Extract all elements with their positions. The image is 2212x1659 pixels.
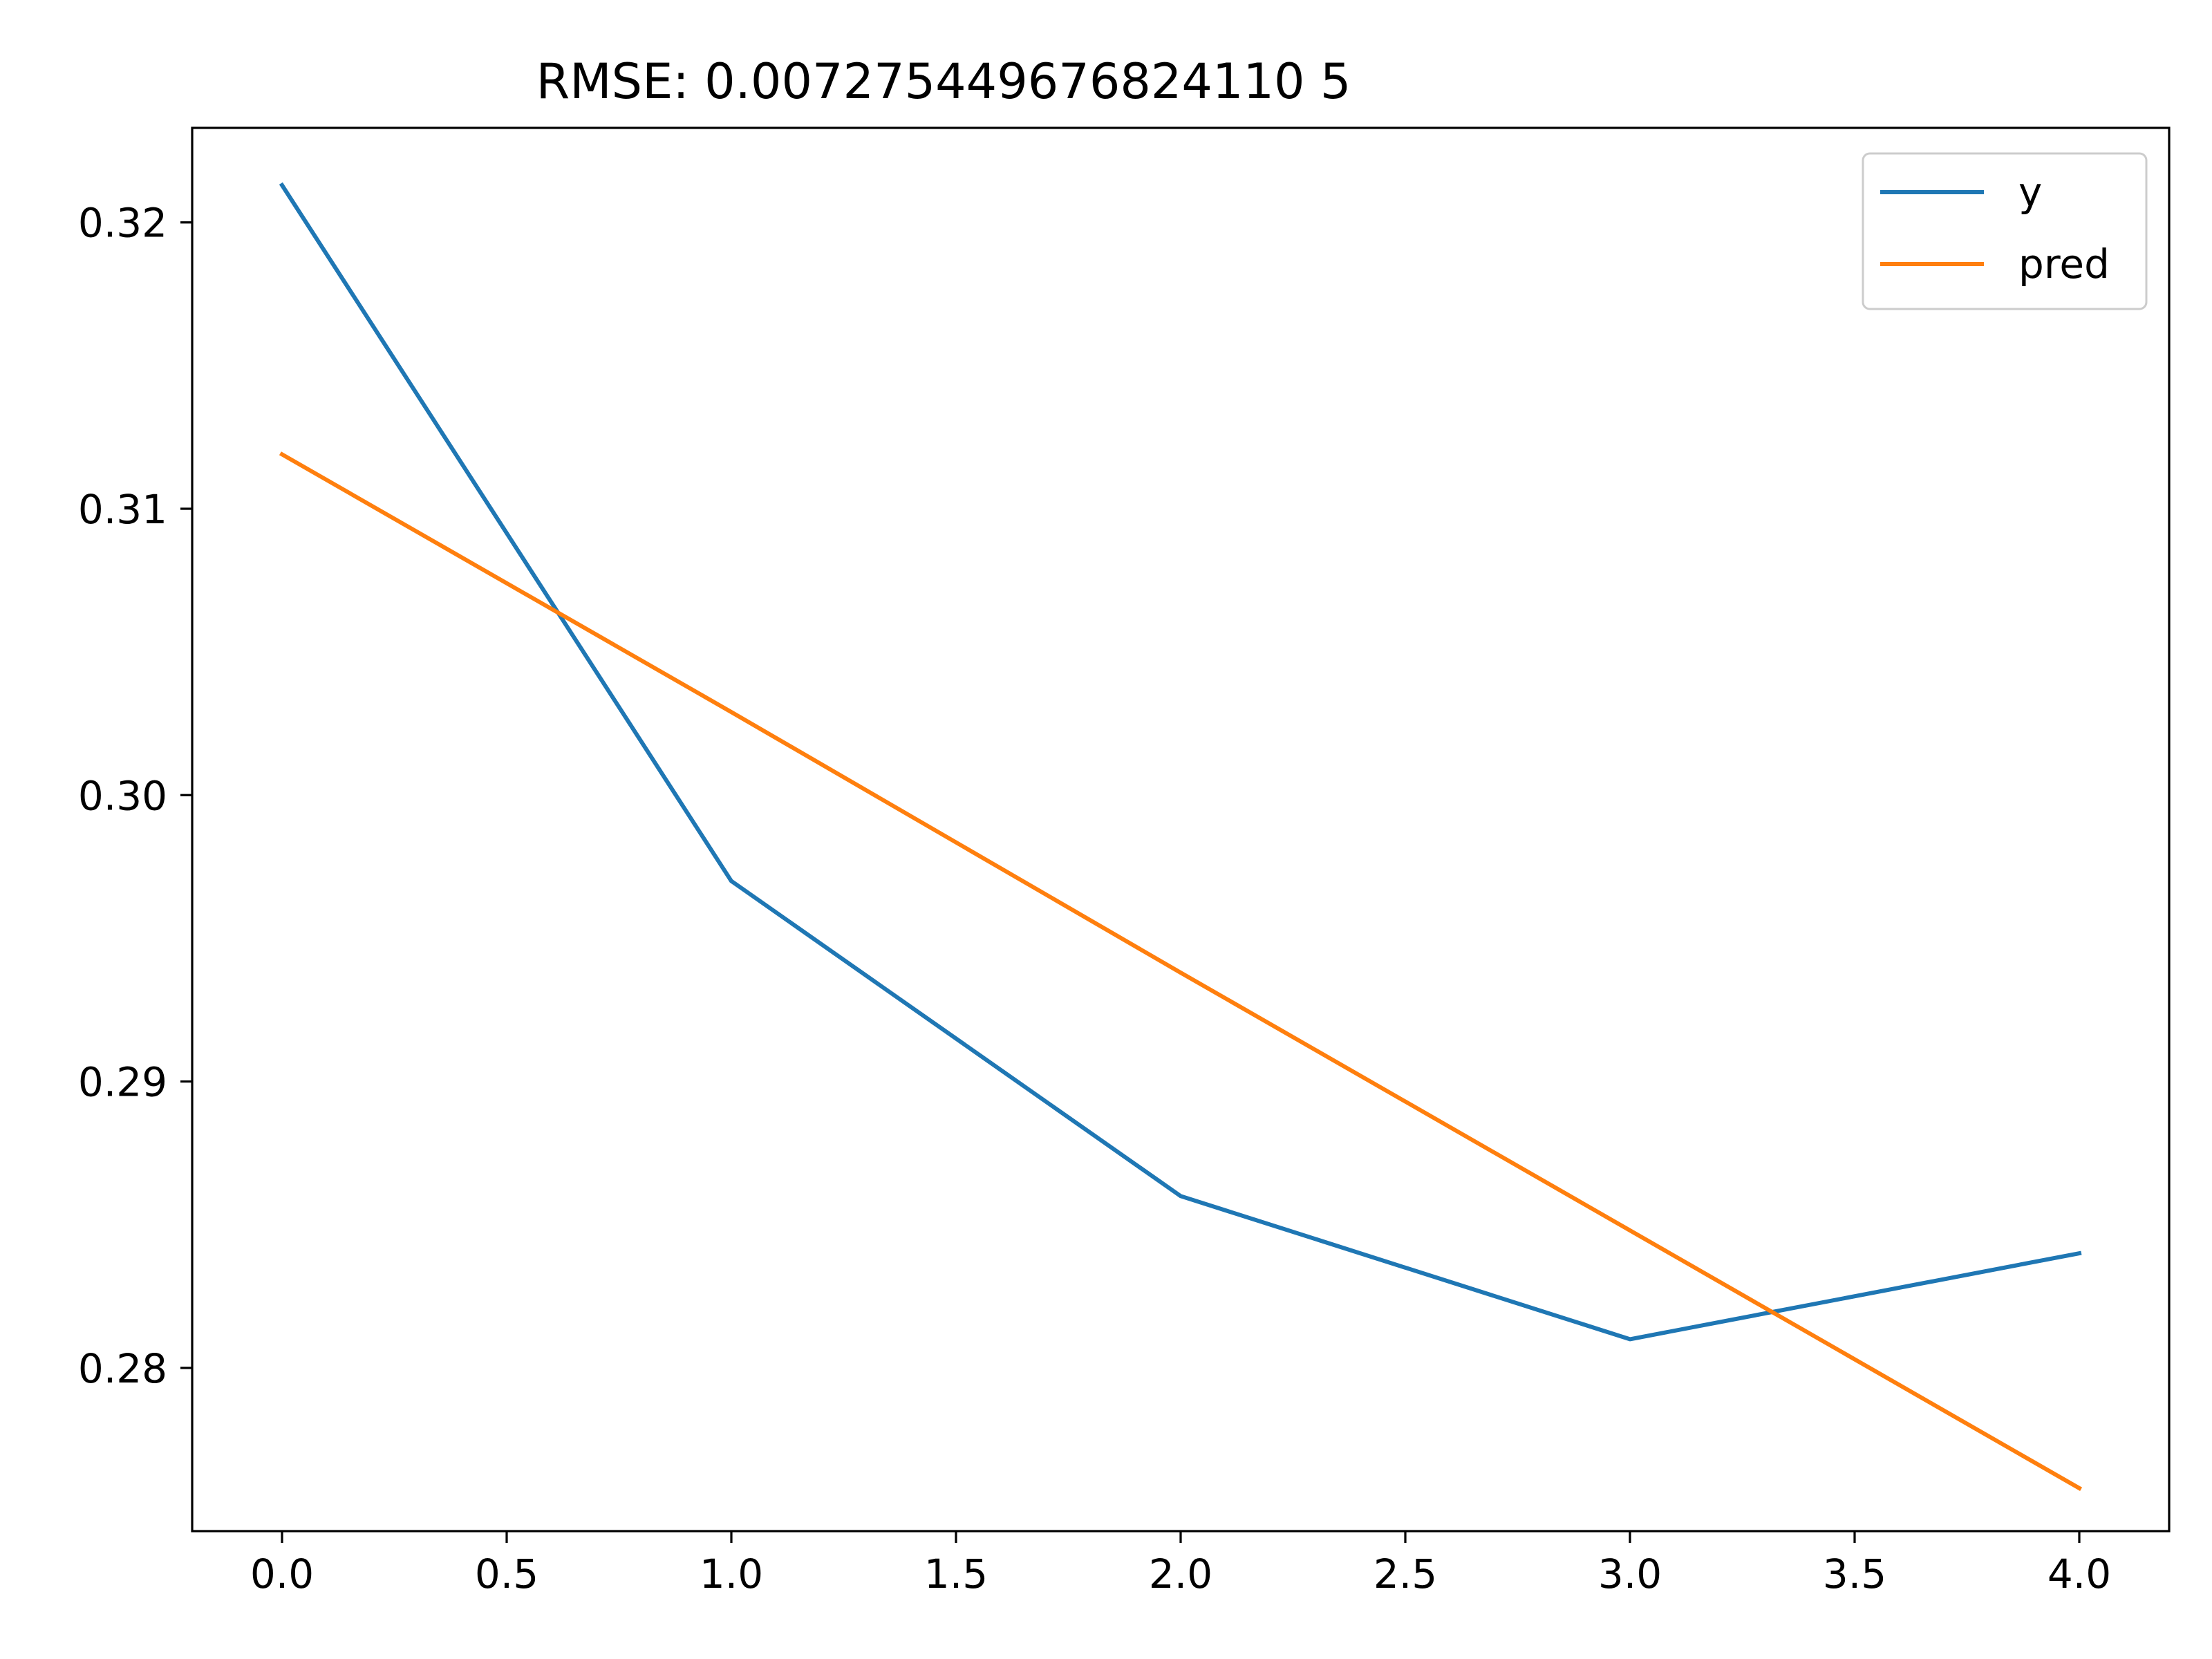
x-tick-label: 1.0 xyxy=(700,1550,763,1597)
x-tick-label: 0.5 xyxy=(475,1550,538,1597)
y-tick-label: 0.28 xyxy=(78,1345,167,1392)
series-line-y xyxy=(279,182,2082,1342)
x-axis: 0.0 0.5 1.0 1.5 2.0 2.5 3.0 3.5 4.0 xyxy=(250,1531,2111,1597)
y-tick-label: 0.32 xyxy=(78,200,167,247)
x-tick-label: 1.5 xyxy=(924,1550,988,1597)
x-tick-label: 4.0 xyxy=(2047,1550,2111,1597)
x-tick-label: 3.0 xyxy=(1598,1550,1662,1597)
legend-label-y: y xyxy=(2018,169,2042,216)
y-tick-label: 0.31 xyxy=(78,486,167,533)
x-tick-label: 2.0 xyxy=(1149,1550,1212,1597)
x-tick-label: 3.5 xyxy=(1823,1550,1886,1597)
x-tick-label: 2.5 xyxy=(1374,1550,1437,1597)
series-line-pred xyxy=(279,451,2083,1491)
legend-label-pred: pred xyxy=(2018,241,2110,288)
series-layer xyxy=(279,182,2083,1491)
y-tick-label: 0.29 xyxy=(78,1059,167,1106)
x-tick-label: 0.0 xyxy=(250,1550,314,1597)
chart-title: RMSE: 0.007275449676824110 5 xyxy=(536,53,1351,110)
y-axis: 0.28 0.29 0.30 0.31 0.32 xyxy=(78,200,192,1392)
legend: y pred xyxy=(1862,152,2148,310)
y-tick-label: 0.30 xyxy=(78,772,167,819)
